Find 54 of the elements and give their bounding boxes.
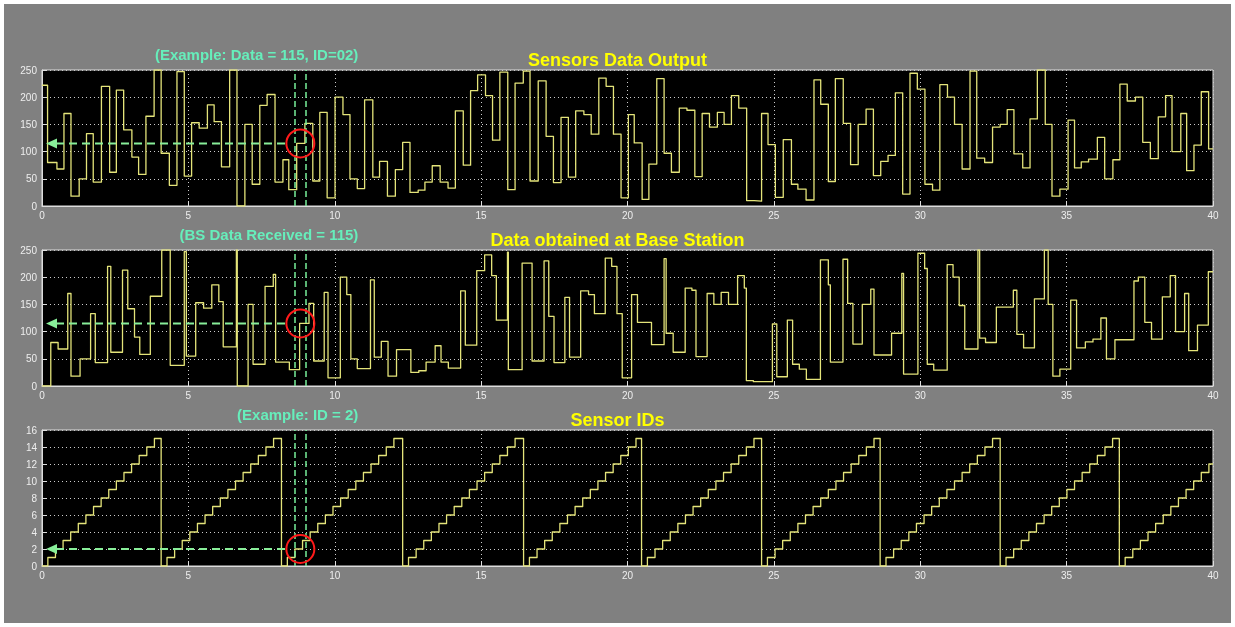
x-tick-label: 10 bbox=[329, 209, 341, 221]
chart-title: Sensors Data Output bbox=[527, 50, 708, 70]
y-tick-label: 150 bbox=[20, 118, 38, 130]
x-tick-label: 10 bbox=[329, 569, 341, 581]
y-tick-label: 14 bbox=[25, 441, 38, 453]
y-tick-label: 250 bbox=[20, 64, 38, 76]
y-tick-label: 50 bbox=[25, 173, 38, 185]
y-tick-label: 100 bbox=[20, 146, 38, 158]
text: (Example: Data = 115, ID=02) bbox=[154, 46, 359, 63]
y-tick-label: 10 bbox=[25, 475, 38, 487]
x-tick-label: 0 bbox=[39, 389, 46, 401]
x-tick-label: 35 bbox=[1061, 389, 1073, 401]
x-tick-label: 15 bbox=[475, 209, 488, 221]
y-tick-label: 200 bbox=[20, 91, 38, 103]
x-tick-label: 40 bbox=[1207, 209, 1219, 221]
x-tick-label: 35 bbox=[1061, 569, 1073, 581]
text: (BS Data Received = 115) bbox=[179, 226, 359, 243]
x-tick-label: 30 bbox=[914, 569, 927, 581]
x-tick-label: 20 bbox=[621, 209, 634, 221]
chart-title: Sensor IDs bbox=[570, 410, 665, 430]
x-tick-label: 20 bbox=[621, 389, 634, 401]
x-tick-label: 5 bbox=[185, 389, 192, 401]
x-tick-label: 0 bbox=[39, 569, 46, 581]
x-tick-label: 30 bbox=[914, 209, 927, 221]
y-tick-label: 4 bbox=[31, 526, 38, 538]
x-tick-label: 30 bbox=[914, 389, 927, 401]
chart-title: Data obtained at Base Station bbox=[490, 230, 745, 250]
y-tick-label: 0 bbox=[31, 200, 38, 212]
y-tick-label: 8 bbox=[31, 492, 38, 504]
y-tick-label: 6 bbox=[31, 509, 38, 521]
y-tick-label: 200 bbox=[20, 271, 38, 283]
x-tick-label: 15 bbox=[475, 569, 488, 581]
y-tick-label: 2 bbox=[31, 543, 38, 555]
y-tick-label: 12 bbox=[25, 458, 38, 470]
x-tick-label: 5 bbox=[185, 569, 192, 581]
x-tick-label: 25 bbox=[768, 389, 780, 401]
x-tick-label: 35 bbox=[1061, 209, 1073, 221]
x-tick-label: 25 bbox=[768, 569, 780, 581]
y-tick-label: 0 bbox=[31, 380, 38, 392]
y-tick-label: 0 bbox=[31, 560, 38, 572]
x-tick-label: 10 bbox=[329, 389, 341, 401]
x-tick-label: 40 bbox=[1207, 389, 1219, 401]
x-tick-label: 0 bbox=[39, 209, 46, 221]
x-tick-label: 20 bbox=[621, 569, 634, 581]
x-tick-label: 15 bbox=[475, 389, 488, 401]
y-tick-label: 16 bbox=[25, 424, 38, 436]
text: (Example: ID = 2) bbox=[237, 406, 359, 423]
y-tick-label: 100 bbox=[20, 326, 38, 338]
x-tick-label: 5 bbox=[185, 209, 192, 221]
y-tick-label: 250 bbox=[20, 244, 38, 256]
x-tick-label: 25 bbox=[768, 209, 780, 221]
x-tick-label: 40 bbox=[1207, 569, 1219, 581]
y-tick-label: 50 bbox=[25, 353, 38, 365]
y-tick-label: 150 bbox=[20, 298, 38, 310]
